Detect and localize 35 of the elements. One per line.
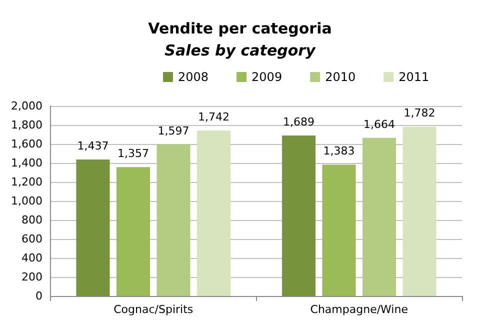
chart-subtitle: Sales by category xyxy=(164,42,317,60)
chart-title: Vendite per categoria xyxy=(148,20,332,38)
bar xyxy=(116,167,150,296)
bar xyxy=(156,144,190,296)
y-tick-label: 1,000 xyxy=(10,194,42,208)
y-tick-label: 1,800 xyxy=(10,118,42,132)
y-tick-label: 1,600 xyxy=(10,138,42,150)
legend-label: 2011 xyxy=(398,70,430,84)
legend-label: 2010 xyxy=(325,70,356,84)
x-tick-label: Champagne/Wine xyxy=(310,303,408,316)
x-tick-label: Cognac/Spirits xyxy=(114,303,194,316)
y-tick-label: 1,400 xyxy=(10,156,42,170)
bar xyxy=(362,138,396,296)
data-label: 1,689 xyxy=(282,116,314,129)
bar xyxy=(402,126,436,296)
y-tick-label: 2,000 xyxy=(10,100,42,112)
data-label: 1,597 xyxy=(158,124,190,138)
y-tick-label: 0 xyxy=(35,290,42,302)
bar xyxy=(322,164,356,296)
data-label: 1,782 xyxy=(404,106,436,120)
legend-label: 2009 xyxy=(252,70,282,84)
data-label: 1,742 xyxy=(198,110,230,124)
data-label: 1,437 xyxy=(77,139,109,152)
bar xyxy=(76,159,110,296)
bar xyxy=(282,136,316,296)
data-label: 1,383 xyxy=(323,144,355,158)
data-label: 1,664 xyxy=(364,118,395,131)
y-tick-label: 600 xyxy=(21,232,42,246)
legend-label: 2008 xyxy=(178,70,209,84)
y-tick-label: 1,200 xyxy=(10,176,42,188)
y-tick-label: 400 xyxy=(21,252,42,264)
bar xyxy=(196,130,231,296)
y-tick-label: 200 xyxy=(21,270,42,284)
data-label: 1,357 xyxy=(117,147,149,160)
y-tick-label: 800 xyxy=(21,214,42,226)
